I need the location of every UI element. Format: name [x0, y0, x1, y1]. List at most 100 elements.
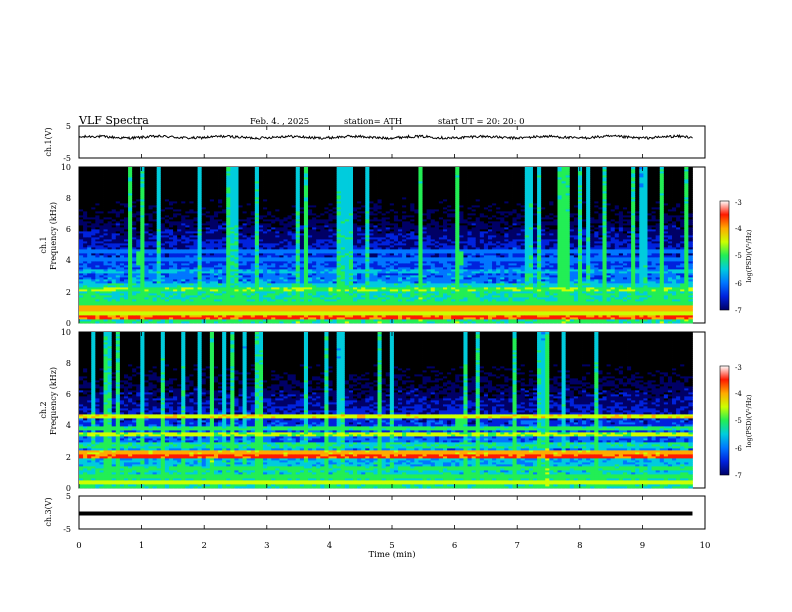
spectrogram-cell: [83, 175, 88, 178]
spectrogram-cell: [99, 281, 104, 284]
spectrogram-cell: [115, 291, 121, 294]
spectrogram-cell: [79, 273, 84, 276]
spectrogram-cell: [189, 167, 194, 170]
spectrogram-cell: [95, 175, 100, 178]
spectrogram-cell: [83, 255, 88, 258]
spectrogram-cell: [79, 319, 84, 322]
spectrogram-cell: [87, 181, 92, 184]
spectrogram-cell: [91, 245, 96, 248]
spectrogram-cell: [132, 297, 137, 300]
spectrogram-cell: [132, 313, 137, 316]
spectrogram-cell: [140, 213, 145, 216]
spectrogram-cell: [144, 199, 149, 202]
spectrogram-cell: [87, 171, 92, 174]
spectrogram-cell: [123, 299, 129, 302]
spectrogram-cell: [91, 199, 96, 202]
spectrogram-cell: [136, 305, 141, 308]
spectrogram-cell: [103, 205, 109, 208]
spectrogram-cell: [140, 245, 145, 248]
spectrogram-cell: [140, 181, 145, 184]
spectrogram-cell: [144, 235, 149, 238]
spectrogram-cell: [271, 167, 276, 170]
spectrogram-cell: [79, 253, 84, 256]
spectrogram-cell: [140, 287, 145, 290]
spectrogram-cell: [91, 249, 96, 252]
spectrogram-cell: [79, 189, 84, 192]
spectrogram-cell: [95, 211, 100, 214]
spectrogram-cell: [87, 319, 92, 322]
spectrogram-cell: [115, 293, 121, 296]
spectrogram-cell: [144, 243, 149, 246]
spectrogram-cell: [103, 185, 109, 188]
spectrogram-cell: [87, 275, 92, 278]
spectrogram-cell: [103, 269, 109, 272]
spectrogram-cell: [136, 205, 141, 208]
spectrogram-cell: [132, 259, 137, 262]
spectrogram-cell: [95, 237, 100, 240]
spectrogram-cell: [103, 255, 109, 258]
spectrogram-cell: [136, 171, 141, 174]
spectrogram-cell: [91, 167, 96, 170]
spectrogram-cell: [324, 167, 329, 170]
spectrogram-cell: [144, 191, 149, 194]
spectrogram-cell: [79, 293, 84, 296]
spectrogram-cell: [123, 177, 129, 180]
spectrogram-cell: [132, 301, 137, 304]
spectrogram-cell: [103, 179, 109, 182]
spectrogram-cell: [140, 205, 145, 208]
spectrogram-cell: [140, 285, 145, 288]
spectrogram-cell: [99, 277, 104, 280]
spectrogram-cell: [91, 169, 96, 172]
spectrogram-cell: [95, 181, 100, 184]
spectrogram-cell: [119, 269, 125, 272]
spectrogram-cell: [79, 193, 84, 196]
spectrogram-cell: [119, 207, 125, 210]
spectrogram-cell: [103, 305, 109, 308]
spectrogram-cell: [87, 311, 92, 314]
spectrogram-cell: [140, 275, 145, 278]
spectrogram-cell: [83, 205, 88, 208]
spectrogram-cell: [83, 295, 88, 298]
spectrogram-cell: [140, 237, 145, 240]
spectrogram-cell: [119, 215, 125, 218]
station-label: station= ATH: [344, 117, 402, 127]
spectrogram-cell: [83, 219, 88, 222]
spectrogram-cell: [99, 209, 104, 212]
spectrogram-cell: [123, 275, 129, 278]
spectrogram-cell: [140, 219, 145, 222]
spectrogram-cell: [111, 253, 117, 256]
spectrogram-cell: [111, 167, 117, 170]
spectrogram-cell: [115, 171, 121, 174]
spectrogram-cell: [103, 229, 109, 232]
spectrogram-cell: [123, 173, 129, 176]
spectrogram-cell: [107, 297, 113, 300]
spectrogram-cell: [103, 319, 109, 322]
spectrogram-cell: [111, 277, 117, 280]
spectrogram-cell: [83, 277, 88, 280]
spectrogram-cell: [83, 299, 88, 302]
spectrogram-cell: [111, 187, 117, 190]
spectrogram-cell: [132, 167, 137, 170]
spectrogram-cell: [91, 259, 96, 262]
spectrogram-cell: [128, 217, 133, 220]
spectrogram-cell: [87, 317, 92, 320]
spectrogram-cell: [132, 309, 137, 312]
spectrogram-cell: [103, 313, 109, 316]
spectrogram-cell: [144, 203, 149, 206]
spectrogram-cell: [111, 293, 117, 296]
spectrogram-cell: [140, 229, 145, 232]
spectrogram-cell: [103, 235, 109, 238]
ch1-spectrogram-panel: 0 2 4 6 8 10 ch.1 Frequency (kHz): [39, 163, 706, 328]
spectrogram-cell: [123, 277, 129, 280]
spectrogram-cell: [119, 217, 125, 220]
spectrogram-cell: [79, 209, 84, 212]
spectrogram-cell: [87, 215, 92, 218]
spectrogram-cell: [91, 235, 96, 238]
spectrogram-cell: [136, 219, 141, 222]
spectrogram-cell: [91, 293, 96, 296]
spectrogram-cell: [140, 313, 145, 316]
spectrogram-cell: [148, 321, 154, 324]
spectrogram-cell: [119, 181, 125, 184]
spectrogram-cell: [111, 223, 117, 226]
spectrogram-cell: [144, 285, 149, 288]
